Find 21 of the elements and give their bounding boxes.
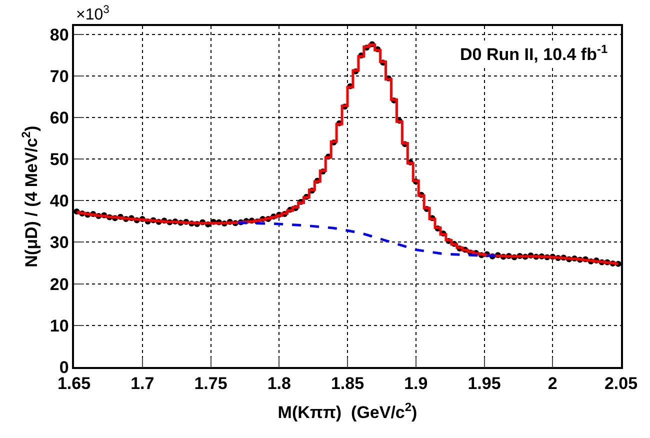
x-tick-label: 1.65 (57, 374, 91, 394)
x-tick-label: 2.05 (604, 374, 638, 394)
y-tick-label: 70 (50, 66, 69, 86)
x-axis-title: M(Kππ) (GeV/c$^{2}$) (278, 400, 418, 422)
x-tick-label: 1.85 (330, 374, 364, 394)
x-tick-label: 1.75 (194, 374, 228, 394)
y-tick-label: 20 (50, 274, 69, 294)
y-tick-label: 80 (50, 25, 69, 44)
y-tick-label: 40 (50, 192, 69, 211)
x-tick-label: 1.8 (267, 374, 291, 394)
y-tick-label: 10 (50, 316, 69, 336)
x-tick-label: 2 (548, 374, 558, 394)
x-tick-label: 1.9 (404, 374, 428, 394)
x-tick-label: 1.95 (468, 374, 501, 394)
text: ×10$^{3}$ (76, 4, 110, 24)
annotation: D0 Run II, 10.4 fb$^{-1}$ (460, 42, 608, 64)
x-tick-label: 1.7 (130, 374, 154, 394)
y-tick-label: 50 (50, 150, 69, 170)
y-tick-label: 30 (50, 233, 69, 252)
y-tick-label: 0 (59, 358, 69, 377)
y-tick-label: 60 (50, 108, 69, 128)
